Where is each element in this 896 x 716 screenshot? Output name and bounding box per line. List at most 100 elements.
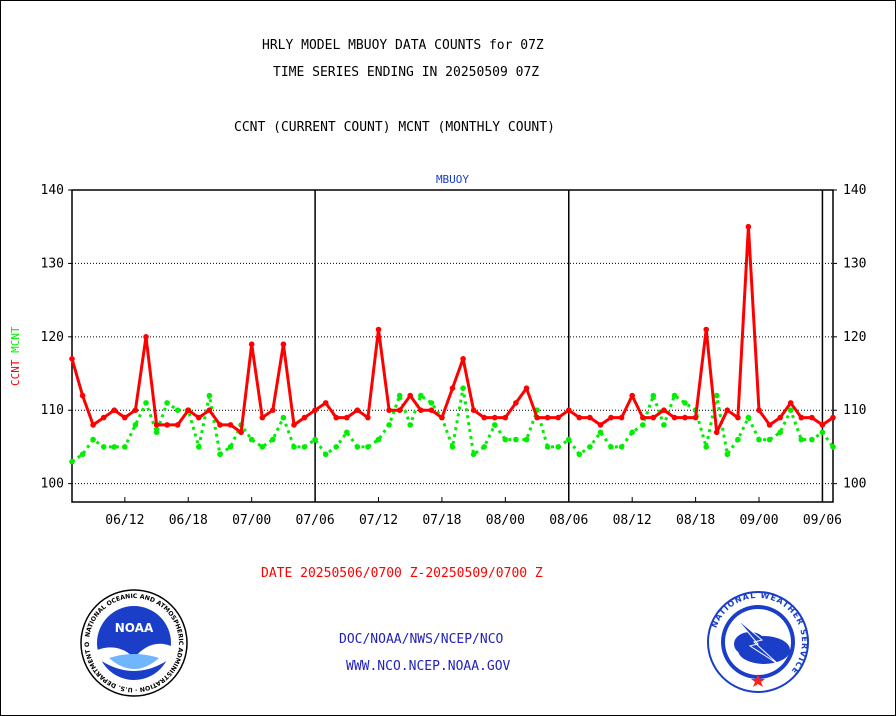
point-mcnt-39 xyxy=(481,444,488,450)
point-mcnt-58 xyxy=(682,400,688,406)
point-mcnt-49 xyxy=(587,444,593,450)
point-ccnt-10 xyxy=(174,422,181,428)
point-mcnt-43 xyxy=(523,436,530,443)
point-ccnt-43 xyxy=(523,385,530,392)
point-mcnt-21 xyxy=(291,444,297,450)
noaa-logo: NATIONAL OCEANIC AND ATMOSPHERIC ADMINIS… xyxy=(79,588,188,697)
y-tick-right-110: 110 xyxy=(843,403,866,418)
y-axis-label-mcnt: MCNT xyxy=(9,326,22,359)
plot-label: MBUOY xyxy=(436,173,469,186)
point-ccnt-35 xyxy=(439,414,445,421)
point-ccnt-19 xyxy=(270,407,276,414)
point-ccnt-33 xyxy=(418,407,424,414)
point-ccnt-66 xyxy=(766,422,773,428)
point-mcnt-42 xyxy=(513,436,519,443)
point-mcnt-57 xyxy=(671,392,678,399)
point-mcnt-67 xyxy=(777,429,783,436)
point-ccnt-37 xyxy=(460,356,466,362)
footer-link-doc-noaa[interactable]: DOC/NOAA/NWS/NCEP/NCO xyxy=(339,632,504,647)
x-tick-label-0: 06/12 xyxy=(105,513,144,528)
point-ccnt-25 xyxy=(333,414,340,421)
point-mcnt-31 xyxy=(396,392,403,399)
point-mcnt-25 xyxy=(333,444,340,450)
point-mcnt-2 xyxy=(90,436,96,443)
point-ccnt-17 xyxy=(248,341,255,348)
point-ccnt-58 xyxy=(682,414,688,421)
point-ccnt-40 xyxy=(492,414,498,421)
point-mcnt-20 xyxy=(280,414,287,421)
y-tick-left-140: 140 xyxy=(41,183,64,198)
point-ccnt-64 xyxy=(745,223,752,230)
plot-frame xyxy=(71,189,834,503)
point-ccnt-28 xyxy=(365,414,371,421)
x-tick-label-11: 09/06 xyxy=(803,513,842,528)
point-ccnt-56 xyxy=(661,407,667,414)
point-mcnt-5 xyxy=(122,444,128,450)
point-ccnt-8 xyxy=(153,422,160,428)
point-ccnt-49 xyxy=(587,414,593,421)
point-mcnt-53 xyxy=(629,429,635,436)
point-ccnt-22 xyxy=(301,414,308,421)
point-mcnt-41 xyxy=(502,436,509,443)
x-tick-label-9: 08/18 xyxy=(676,513,715,528)
x-tick-label-8: 08/12 xyxy=(613,513,652,528)
point-mcnt-68 xyxy=(787,407,794,414)
point-ccnt-9 xyxy=(164,422,170,428)
point-ccnt-23 xyxy=(312,407,318,414)
point-ccnt-27 xyxy=(354,407,361,414)
point-mcnt-26 xyxy=(344,429,350,436)
point-ccnt-16 xyxy=(238,429,244,436)
point-ccnt-39 xyxy=(481,414,488,421)
point-mcnt-64 xyxy=(745,414,752,421)
point-mcnt-9 xyxy=(164,400,170,406)
point-mcnt-10 xyxy=(174,407,181,414)
point-mcnt-32 xyxy=(407,422,414,428)
point-mcnt-28 xyxy=(365,444,371,450)
noaa-logo-text: NOAA xyxy=(115,621,154,635)
point-ccnt-30 xyxy=(386,407,392,414)
y-tick-left-120: 120 xyxy=(41,330,64,345)
point-mcnt-61 xyxy=(713,392,720,399)
point-mcnt-30 xyxy=(386,422,392,428)
point-ccnt-6 xyxy=(132,407,139,414)
point-ccnt-42 xyxy=(513,400,519,406)
point-mcnt-45 xyxy=(544,444,551,450)
y-axis-label-ccnt: CCNT xyxy=(9,359,22,386)
point-mcnt-62 xyxy=(724,451,731,458)
point-mcnt-27 xyxy=(354,444,361,450)
point-mcnt-38 xyxy=(470,451,477,458)
point-mcnt-22 xyxy=(301,444,308,450)
point-mcnt-46 xyxy=(555,444,561,450)
point-ccnt-44 xyxy=(534,414,540,421)
point-mcnt-65 xyxy=(756,436,762,443)
point-mcnt-6 xyxy=(132,422,139,428)
point-mcnt-33 xyxy=(418,392,424,399)
point-ccnt-20 xyxy=(280,341,287,348)
point-mcnt-48 xyxy=(576,451,583,458)
nws-logo: NATIONAL WEATHER SERVICE xyxy=(707,591,809,693)
point-mcnt-15 xyxy=(227,444,234,450)
chart-title-line-2: TIME SERIES ENDING IN 20250509 07Z xyxy=(273,65,540,80)
footer-link-website[interactable]: WWW.NCO.NCEP.NOAA.GOV xyxy=(346,659,511,674)
point-mcnt-17 xyxy=(248,436,255,443)
y-tick-right-130: 130 xyxy=(843,256,866,271)
y-tick-right-140: 140 xyxy=(843,183,866,198)
point-mcnt-37 xyxy=(460,385,466,392)
point-ccnt-48 xyxy=(576,414,583,421)
point-mcnt-50 xyxy=(597,429,604,436)
point-ccnt-63 xyxy=(735,414,741,421)
point-ccnt-3 xyxy=(100,414,107,421)
point-mcnt-36 xyxy=(449,444,456,450)
y-tick-right-120: 120 xyxy=(843,330,866,345)
point-ccnt-53 xyxy=(629,392,635,399)
point-ccnt-71 xyxy=(819,422,826,428)
x-tick-label-2: 07/00 xyxy=(232,513,271,528)
y-tick-right-100: 100 xyxy=(843,477,866,492)
point-ccnt-47 xyxy=(566,407,572,414)
point-ccnt-36 xyxy=(449,385,456,392)
point-mcnt-55 xyxy=(650,392,657,399)
point-ccnt-72 xyxy=(830,414,836,421)
x-tick-label-1: 06/18 xyxy=(169,513,208,528)
point-ccnt-68 xyxy=(787,400,794,406)
